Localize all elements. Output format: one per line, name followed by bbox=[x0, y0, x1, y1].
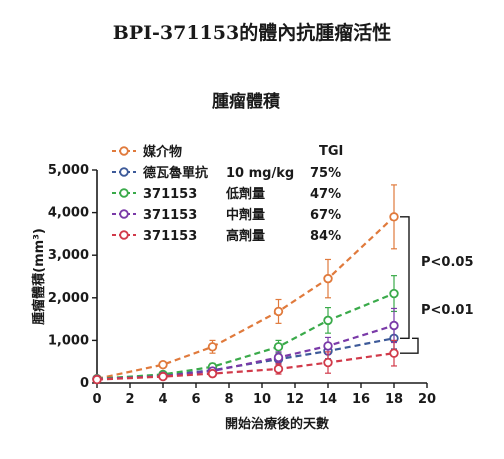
legend-dose: 低劑量 bbox=[225, 186, 265, 202]
series-4 bbox=[92, 339, 399, 385]
legend-swatch-marker bbox=[119, 188, 129, 198]
x-tick-label: 2 bbox=[125, 392, 134, 407]
legend-swatch-marker bbox=[119, 230, 129, 240]
chart-title: 腫瘤體積 bbox=[212, 91, 281, 112]
y-tick-label: 4,000 bbox=[48, 206, 89, 221]
legend-series-name: 媒介物 bbox=[143, 144, 182, 160]
legend-tgi: 67% bbox=[310, 208, 341, 223]
bracket-durvalumab-high bbox=[400, 337, 419, 354]
legend-series-name: 371153 bbox=[143, 187, 197, 202]
x-tick-label: 18 bbox=[385, 392, 403, 407]
series-1 bbox=[92, 327, 399, 384]
legend-header: TGI bbox=[319, 144, 343, 159]
x-tick-label: 8 bbox=[224, 392, 233, 407]
x-tick-label: 4 bbox=[158, 392, 167, 407]
legend-tgi: 84% bbox=[310, 229, 341, 244]
legend-item-1: 德瓦魯單抗 10 mg/kg 75% bbox=[112, 165, 341, 181]
legend-dose: 高劑量 bbox=[226, 228, 265, 244]
data-point bbox=[92, 374, 102, 385]
legend-item-3: 371153 中劑量 67% bbox=[112, 207, 341, 223]
y-tick-label: 0 bbox=[80, 376, 89, 391]
data-point bbox=[273, 306, 284, 317]
bracket-vehicle-durvalumab bbox=[400, 216, 410, 339]
data-point bbox=[389, 288, 399, 299]
y-tick-label: 1,000 bbox=[48, 333, 89, 348]
legend-swatch-marker bbox=[119, 209, 129, 219]
p-value-label: P<0.01 bbox=[421, 303, 474, 318]
y-tick-label: 3,000 bbox=[48, 248, 89, 263]
legend-tgi: 75% bbox=[310, 166, 341, 181]
data-point bbox=[273, 352, 284, 363]
data-point bbox=[207, 342, 218, 352]
data-point bbox=[323, 357, 333, 368]
data-point bbox=[389, 348, 399, 358]
data-point bbox=[273, 342, 284, 352]
legend-dose: 10 mg/kg bbox=[226, 166, 294, 181]
series-line bbox=[96, 352, 395, 381]
data-point bbox=[158, 371, 168, 382]
x-axis-label: 開始治療後的天數 bbox=[225, 416, 329, 432]
y-tick-label: 5,000 bbox=[48, 163, 89, 178]
x-tick-label: 16 bbox=[352, 392, 370, 407]
data-point bbox=[323, 315, 333, 326]
legend-series-name: 371153 bbox=[143, 229, 197, 244]
legend-dose: 中劑量 bbox=[226, 207, 265, 223]
data-point bbox=[389, 212, 399, 222]
data-point bbox=[207, 368, 218, 379]
data-point bbox=[389, 320, 399, 331]
legend-item-0: 媒介物 bbox=[112, 144, 182, 160]
legend-item-2: 371153 低劑量 47% bbox=[112, 186, 341, 202]
x-tick-label: 14 bbox=[319, 392, 337, 407]
series-3 bbox=[92, 307, 399, 384]
x-tick-label: 10 bbox=[253, 392, 271, 407]
series-2 bbox=[92, 275, 399, 384]
page-title: BPI-371153的體內抗腫瘤活性 bbox=[112, 22, 392, 44]
legend-swatch-marker bbox=[119, 146, 129, 156]
data-point bbox=[273, 364, 284, 374]
x-tick-label: 12 bbox=[286, 392, 304, 407]
data-point bbox=[158, 359, 168, 370]
x-tick-label: 0 bbox=[92, 392, 101, 407]
x-tick-label: 20 bbox=[418, 392, 436, 407]
p-value-label: P<0.05 bbox=[421, 255, 474, 270]
legend-swatch-marker bbox=[119, 167, 129, 177]
legend-tgi: 47% bbox=[310, 187, 341, 202]
legend-item-4: 371153 高劑量 84% bbox=[112, 228, 341, 244]
series-line bbox=[96, 324, 395, 381]
legend-series-name: 德瓦魯單抗 bbox=[143, 165, 208, 181]
series-line bbox=[96, 292, 395, 380]
data-point bbox=[323, 341, 333, 351]
y-tick-label: 2,000 bbox=[48, 291, 89, 306]
legend-series-name: 371153 bbox=[143, 208, 197, 223]
y-axis-label: 腫瘤體積(mm³) bbox=[31, 228, 47, 325]
x-tick-label: 6 bbox=[191, 392, 200, 407]
data-point bbox=[323, 273, 333, 284]
